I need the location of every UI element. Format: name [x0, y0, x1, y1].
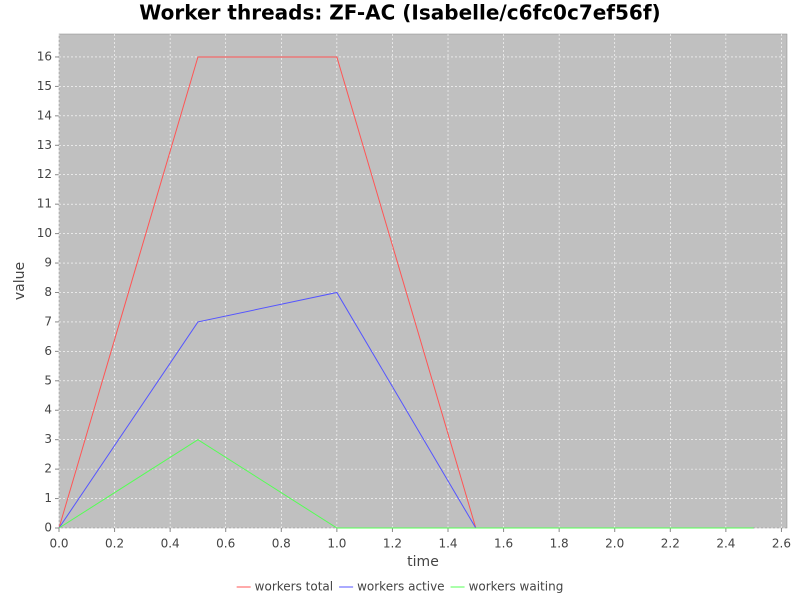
x-tick-label: 0.8 [272, 537, 291, 551]
series-line [58, 439, 754, 529]
x-tick-label: 0.0 [49, 537, 68, 551]
x-tick-label: 0.4 [161, 537, 180, 551]
y-tick-label: 7 [44, 314, 52, 328]
y-tick-label: 10 [37, 226, 52, 240]
y-tick-label: 13 [37, 138, 52, 152]
x-tick-label: 1.0 [327, 537, 346, 551]
y-tick-label: 15 [37, 79, 52, 93]
x-tick-label: 1.2 [383, 537, 402, 551]
y-tick-label: 14 [37, 108, 52, 122]
y-tick-label: 1 [44, 491, 52, 505]
y-tick-label: 8 [44, 285, 52, 299]
y-tick-label: 3 [44, 432, 52, 446]
x-axis-label: time [407, 554, 439, 570]
y-tick-label: 2 [44, 462, 52, 476]
chart-title: Worker threads: ZF-AC (Isabelle/c6fc0c7e… [139, 1, 660, 25]
legend-label: workers active [357, 580, 444, 594]
x-tick-label: 2.4 [716, 537, 735, 551]
x-tick-label: 0.6 [216, 537, 235, 551]
y-tick-label: 12 [37, 167, 52, 181]
legend-label: workers waiting [469, 580, 564, 594]
x-tick-label: 2.6 [772, 537, 791, 551]
y-tick-label: 16 [37, 49, 52, 63]
y-tick-label: 0 [44, 521, 52, 535]
x-tick-label: 1.8 [550, 537, 569, 551]
x-tick-label: 0.2 [105, 537, 124, 551]
x-tick-label: 1.6 [494, 537, 513, 551]
y-axis-label: value [12, 262, 28, 300]
x-tick-label: 2.2 [661, 537, 680, 551]
x-tick-label: 1.4 [438, 537, 457, 551]
plot-area [58, 33, 788, 529]
y-tick-label: 5 [44, 373, 52, 387]
y-tick-label: 11 [37, 197, 52, 211]
y-tick-label: 4 [44, 403, 52, 417]
y-tick-label: 9 [44, 256, 52, 270]
legend-label: workers total [255, 580, 333, 594]
y-tick-label: 6 [44, 344, 52, 358]
x-tick-label: 2.0 [605, 537, 624, 551]
